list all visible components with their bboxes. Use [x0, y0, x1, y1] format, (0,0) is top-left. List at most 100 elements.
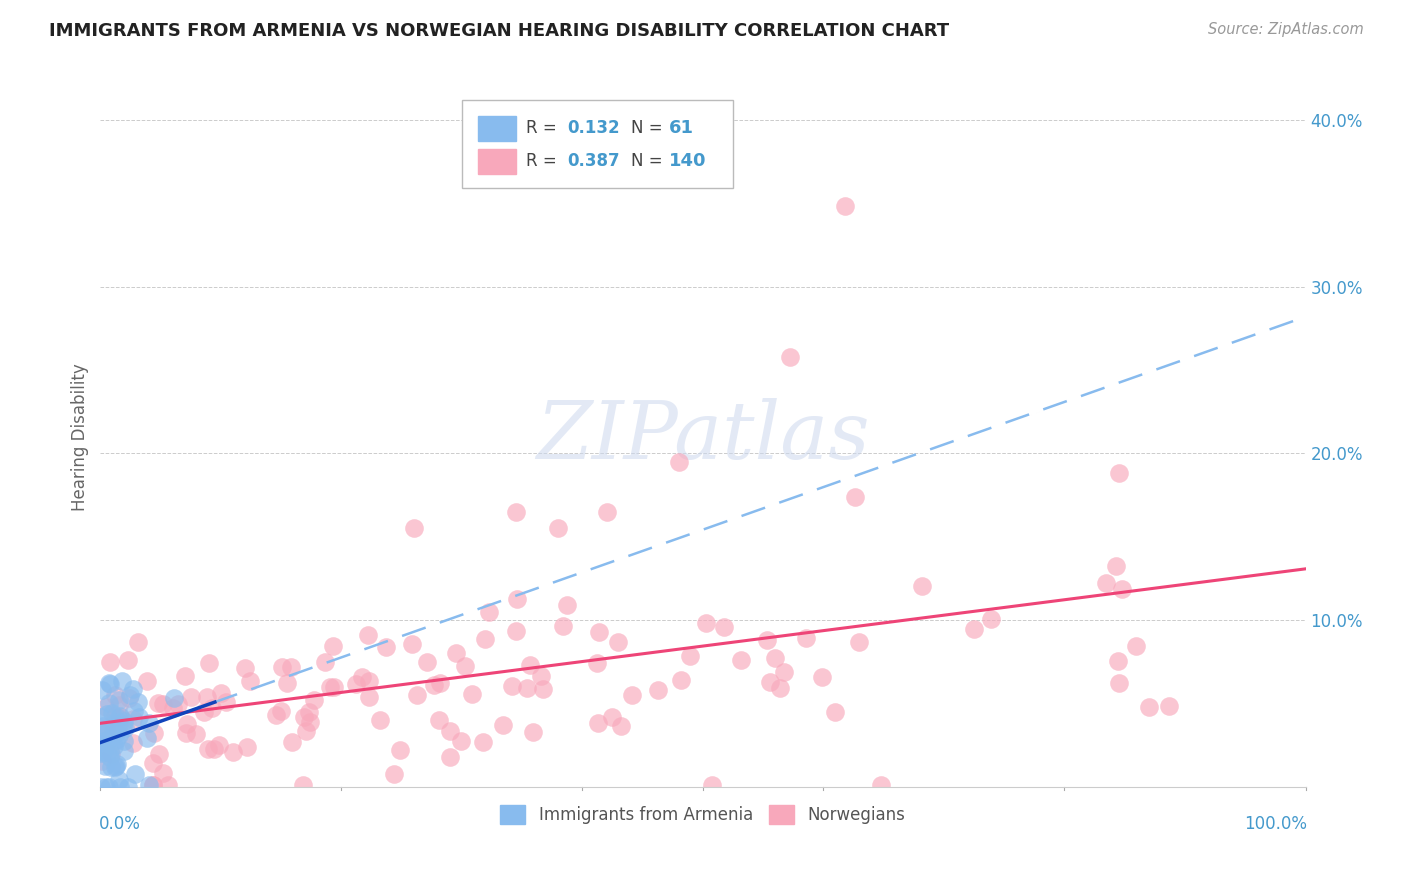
Point: [110, 780, 132, 794]
Point: [270, 704, 292, 718]
Point: [112, 744, 135, 758]
Point: [531, 682, 554, 697]
Point: [359, 690, 381, 705]
Point: [98, 780, 121, 794]
Point: [108, 773, 131, 788]
Point: [323, 680, 346, 694]
Point: [669, 673, 692, 688]
Point: [174, 668, 197, 682]
Point: [100, 731, 122, 745]
Point: [553, 619, 575, 633]
Point: [90, 710, 112, 724]
Point: [209, 686, 232, 700]
Point: [911, 579, 934, 593]
Point: [302, 692, 325, 706]
Point: [848, 635, 870, 649]
Point: [406, 688, 429, 702]
Point: [522, 725, 544, 739]
Point: [128, 710, 150, 724]
Point: [1108, 676, 1130, 690]
Point: [108, 714, 131, 729]
Point: [491, 717, 513, 731]
Point: [713, 620, 735, 634]
Point: [103, 739, 125, 753]
Point: [357, 628, 380, 642]
Point: [174, 726, 197, 740]
Point: [117, 653, 139, 667]
Text: 0.387: 0.387: [567, 153, 620, 170]
Text: 100.0%: 100.0%: [1244, 815, 1306, 833]
Point: [695, 615, 717, 630]
Point: [104, 726, 127, 740]
Point: [90, 746, 112, 760]
Point: [96, 745, 118, 759]
Point: [586, 716, 609, 731]
Point: [547, 521, 569, 535]
Point: [700, 778, 723, 792]
Point: [506, 592, 529, 607]
Point: [368, 713, 391, 727]
Point: [135, 673, 157, 688]
Point: [756, 633, 779, 648]
Point: [91, 738, 114, 752]
Point: [824, 705, 846, 719]
Point: [104, 758, 127, 772]
Point: [138, 778, 160, 792]
Point: [93, 744, 115, 758]
Point: [117, 780, 139, 794]
Point: [215, 695, 238, 709]
Point: [91, 745, 114, 759]
Point: [100, 759, 122, 773]
Point: [94, 780, 117, 794]
Point: [96, 699, 118, 714]
Point: [163, 690, 186, 705]
Point: [162, 701, 184, 715]
Point: [679, 649, 702, 664]
Point: [298, 714, 321, 729]
Point: [107, 722, 129, 736]
Text: N =: N =: [631, 153, 668, 170]
Point: [120, 688, 142, 702]
Point: [90, 754, 112, 768]
Text: R =: R =: [526, 120, 562, 137]
Point: [98, 750, 121, 764]
Point: [980, 612, 1002, 626]
Point: [319, 680, 342, 694]
Point: [201, 700, 224, 714]
Point: [588, 625, 610, 640]
Text: 61: 61: [669, 120, 695, 137]
Point: [156, 778, 179, 792]
Point: [1107, 654, 1129, 668]
Point: [167, 697, 190, 711]
Point: [127, 695, 149, 709]
Point: [197, 656, 219, 670]
Point: [963, 623, 986, 637]
Point: [811, 670, 834, 684]
Point: [96, 707, 118, 722]
Point: [461, 687, 484, 701]
Point: [114, 721, 136, 735]
Point: [143, 726, 166, 740]
Point: [152, 766, 174, 780]
Point: [122, 736, 145, 750]
Point: [146, 696, 169, 710]
Text: 0.0%: 0.0%: [100, 815, 141, 833]
Point: [108, 728, 131, 742]
Point: [585, 657, 607, 671]
Point: [1111, 582, 1133, 596]
Point: [195, 690, 218, 705]
Point: [294, 710, 316, 724]
Point: [1108, 467, 1130, 481]
Point: [93, 727, 115, 741]
Point: [233, 661, 256, 675]
Point: [142, 778, 165, 792]
Text: Source: ZipAtlas.com: Source: ZipAtlas.com: [1208, 22, 1364, 37]
Point: [112, 714, 135, 728]
Point: [478, 605, 501, 619]
Point: [103, 723, 125, 738]
Point: [357, 673, 380, 688]
Point: [763, 650, 786, 665]
Point: [97, 697, 120, 711]
Point: [90, 780, 112, 794]
FancyBboxPatch shape: [463, 101, 733, 188]
